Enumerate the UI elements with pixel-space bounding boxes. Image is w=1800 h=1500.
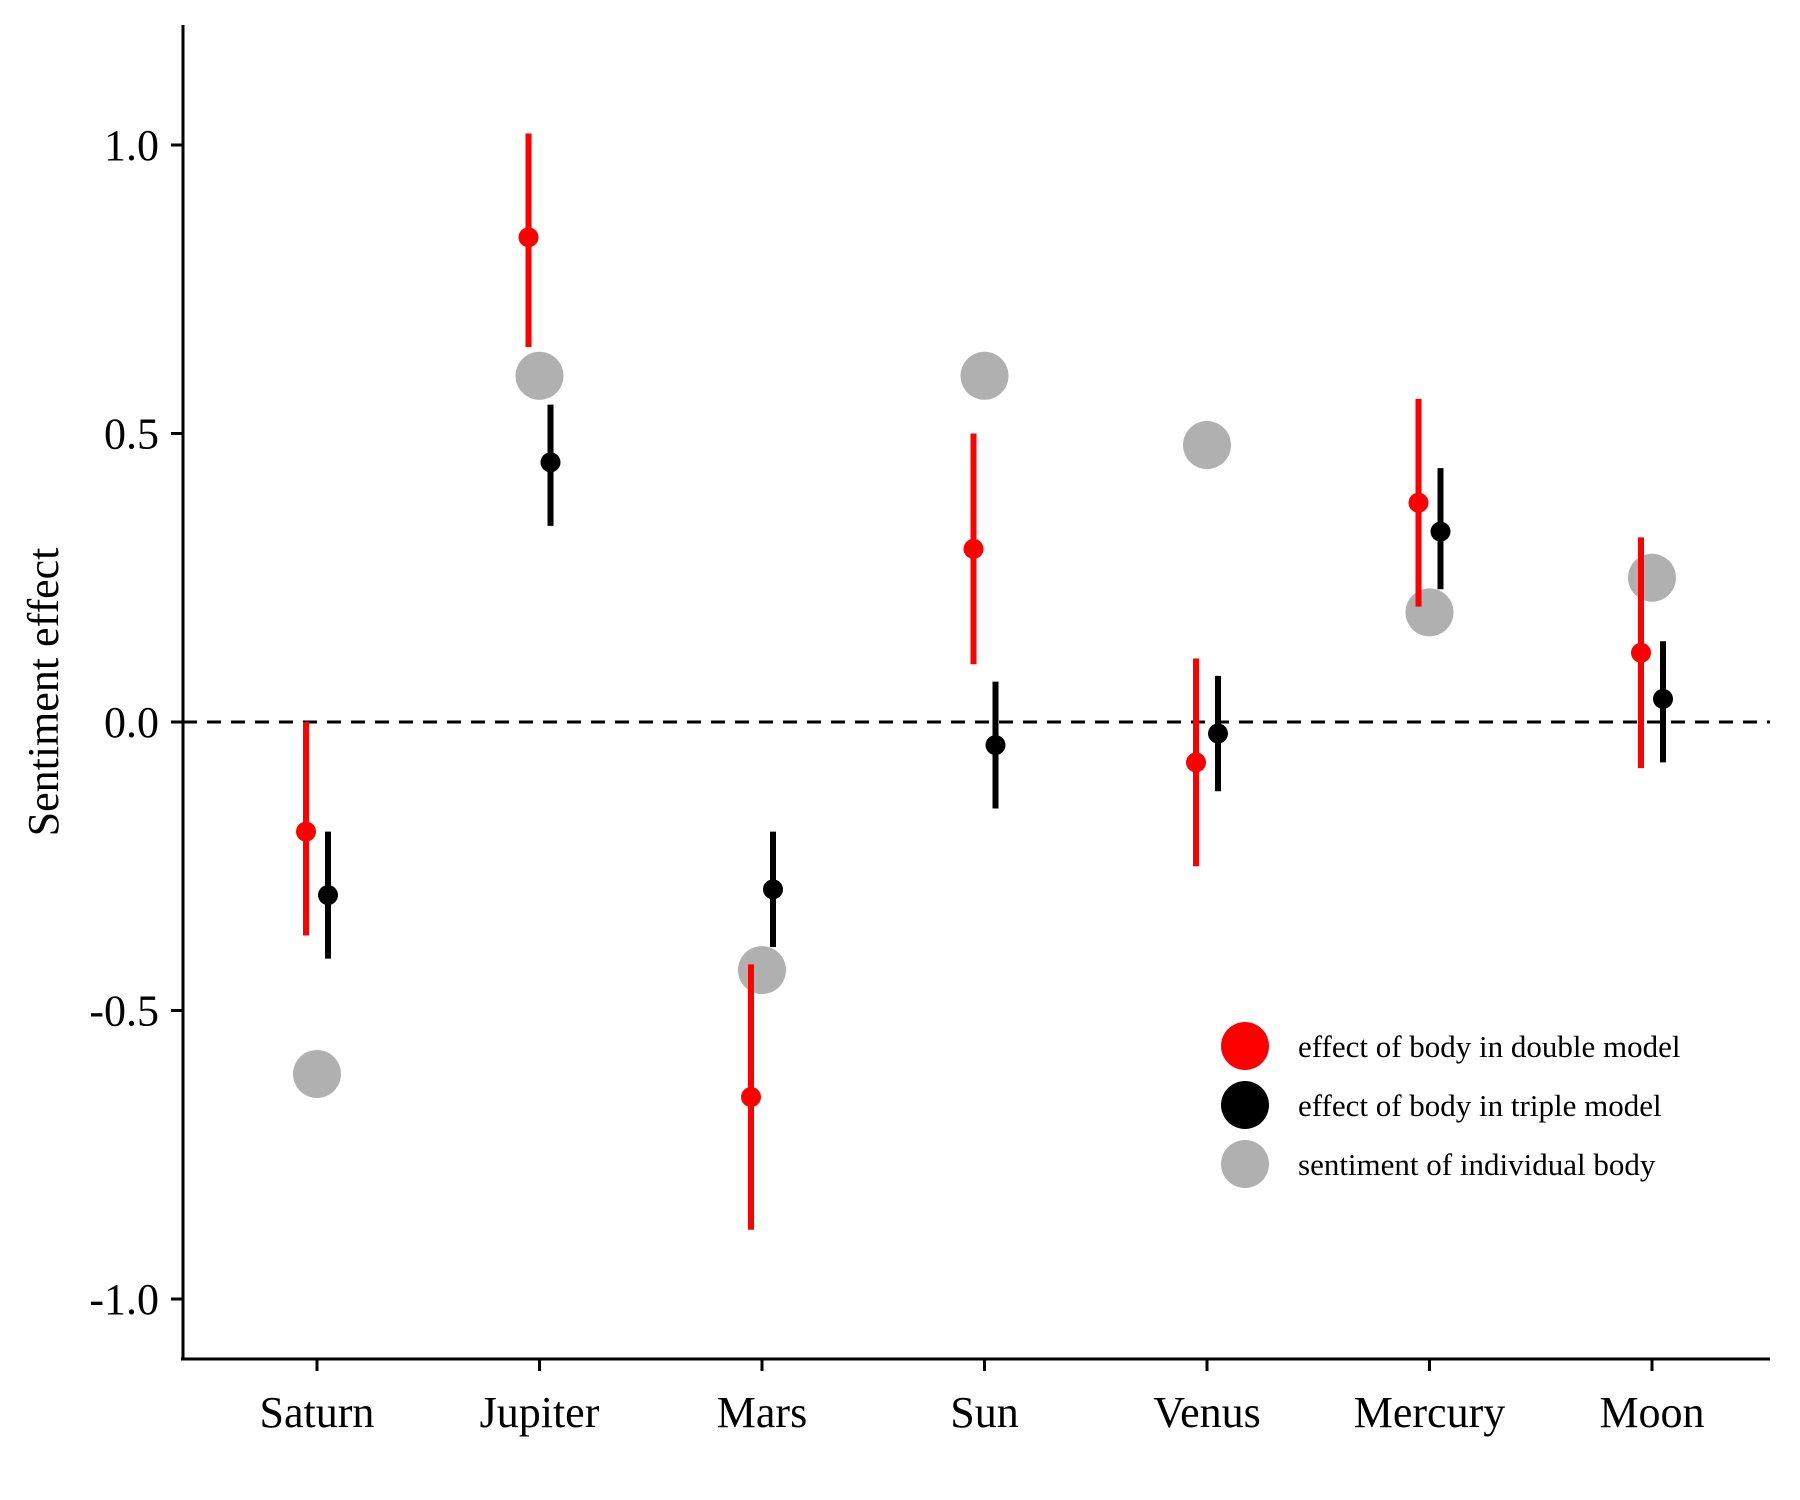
x-tick-label: Jupiter xyxy=(480,1388,600,1437)
y-axis-title: Sentiment effect xyxy=(19,548,68,837)
data-point xyxy=(960,351,1009,400)
x-tick-label: Mars xyxy=(717,1388,807,1437)
data-point xyxy=(1408,492,1429,513)
x-tick-label: Moon xyxy=(1599,1388,1704,1437)
data-point xyxy=(741,1087,761,1108)
data-point xyxy=(738,946,786,995)
data-point xyxy=(296,821,316,842)
x-tick-label: Mercury xyxy=(1354,1388,1506,1437)
legend-marker xyxy=(1221,1140,1269,1188)
ticks: 1.0 0.5 0.0 -0.5 -1.0 Saturn Jupiter Mars Sun Ven… xyxy=(89,121,1704,1437)
data-point xyxy=(1631,642,1651,663)
x-tick-label: Saturn xyxy=(260,1388,375,1437)
data-point xyxy=(1628,553,1676,602)
legend-marker xyxy=(1221,1081,1269,1129)
legend-marker xyxy=(1221,1022,1269,1070)
x-tick-label: Venus xyxy=(1153,1388,1261,1437)
legend-label: effect of body in triple model xyxy=(1298,1088,1662,1123)
legend-label: effect of body in double model xyxy=(1298,1029,1681,1064)
y-tick-label: -0.5 xyxy=(89,987,159,1036)
data-point xyxy=(540,452,561,473)
data-point xyxy=(318,885,338,906)
data-point xyxy=(1208,723,1228,744)
data-point xyxy=(985,735,1006,756)
x-tick-label: Sun xyxy=(950,1388,1018,1437)
y-tick-label: 0.5 xyxy=(104,410,159,459)
data-point xyxy=(515,351,564,400)
y-tick-label: 1.0 xyxy=(104,121,159,170)
data-point xyxy=(518,227,539,248)
data-point xyxy=(293,1049,341,1098)
data-point xyxy=(1653,688,1673,709)
plot-area xyxy=(183,133,1770,1230)
legend: effect of body in double model effect of … xyxy=(1221,1022,1681,1188)
y-tick-label: 0.0 xyxy=(104,698,159,747)
data-point xyxy=(1430,521,1451,542)
legend-label: sentiment of individual body xyxy=(1298,1147,1656,1182)
data-point xyxy=(763,879,783,900)
axes: Sentiment effect xyxy=(19,25,1770,1361)
y-tick-label: -1.0 xyxy=(89,1275,159,1324)
data-point xyxy=(963,538,984,559)
data-point xyxy=(1183,421,1231,470)
data-point xyxy=(1186,752,1206,773)
data-point xyxy=(1405,588,1454,637)
